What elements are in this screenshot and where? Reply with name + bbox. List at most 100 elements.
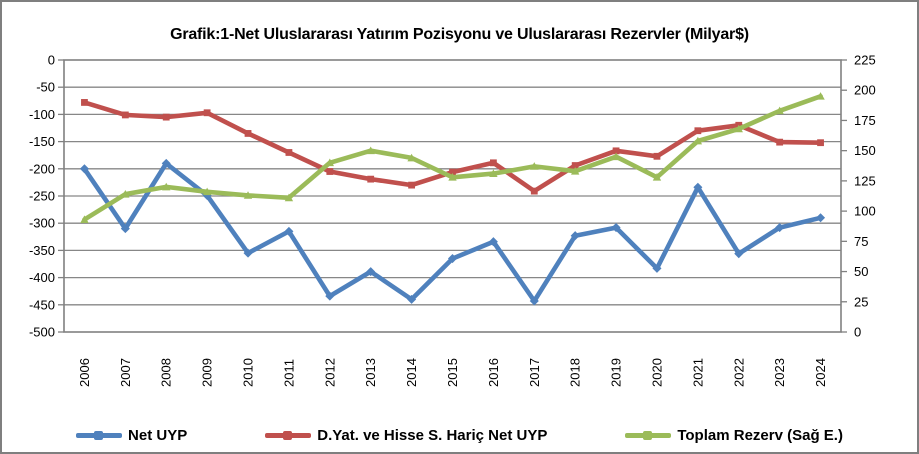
x-axis-label: 2006	[77, 358, 92, 387]
right-axis-tick-label: 225	[854, 53, 876, 68]
right-axis-tick-label: 125	[854, 173, 876, 188]
series-marker	[775, 106, 784, 115]
left-axis-tick-label: -400	[29, 270, 55, 285]
series-marker	[816, 213, 826, 223]
series-marker	[489, 169, 498, 178]
plot-border	[63, 59, 842, 333]
chart-title: Grafik:1-Net Uluslararası Yatırım Pozisy…	[170, 26, 749, 43]
series-marker	[734, 124, 743, 133]
series-marker	[652, 263, 662, 273]
series-marker	[489, 159, 497, 167]
series-marker	[285, 149, 293, 156]
right-axis-tick-label: 175	[854, 113, 876, 128]
legend-key-marker-icon	[283, 431, 293, 440]
legend-item-toplam-rezerv: Toplam Rezerv (Sağ E.)	[625, 427, 843, 444]
series-marker	[776, 138, 784, 146]
left-axis-tick-label: -450	[29, 297, 55, 312]
legend-key-line-icon	[265, 431, 312, 440]
series-marker	[367, 175, 375, 183]
left-axis-tick-label: -100	[29, 107, 55, 122]
x-axis-label: 2024	[813, 358, 828, 387]
series-marker	[81, 99, 88, 106]
x-axis-label: 2018	[568, 358, 583, 387]
series-marker	[407, 153, 416, 162]
x-axis-label: 2012	[322, 358, 337, 387]
right-axis-tick-label: 25	[854, 294, 868, 309]
series-marker	[447, 254, 458, 264]
series-marker	[449, 168, 456, 176]
series-marker	[408, 181, 416, 189]
series-marker	[366, 146, 375, 155]
legend-item-dyat-hisse-haric-net-uyp: D.Yat. ve Hisse S. Hariç Net UYP	[265, 427, 547, 444]
series-marker	[611, 152, 621, 161]
series-marker	[530, 187, 538, 195]
legend-key-line-icon	[76, 431, 123, 440]
x-axis-label: 2020	[649, 358, 664, 387]
series-marker	[121, 189, 130, 198]
series-marker	[243, 191, 253, 199]
series-marker	[162, 113, 170, 121]
right-axis-tick-label: 200	[854, 83, 876, 98]
series-marker	[817, 139, 824, 147]
series-marker	[694, 127, 702, 135]
series-marker	[162, 182, 171, 191]
series-marker	[612, 147, 620, 155]
x-axis-label: 2022	[731, 358, 746, 387]
right-axis-tick-label: 0	[854, 325, 861, 340]
x-axis-label: 2013	[363, 358, 378, 387]
series-marker	[80, 215, 89, 223]
right-axis-tick-label: 150	[854, 143, 876, 158]
series-marker	[120, 224, 130, 234]
series-marker	[571, 162, 579, 169]
legend-item-net-uyp: Net UYP	[76, 427, 187, 444]
series-marker	[325, 158, 335, 167]
legend-key-marker-icon	[643, 431, 653, 440]
series-marker	[652, 173, 662, 181]
x-axis-label: 2015	[445, 358, 460, 387]
legend-label: Net UYP	[128, 427, 188, 444]
right-axis-tick-label: 75	[854, 234, 868, 249]
x-axis-label: 2016	[486, 358, 501, 387]
x-axis-label: 2009	[200, 358, 215, 387]
x-axis-label: 2017	[527, 358, 542, 387]
x-axis-label: 2019	[609, 358, 624, 387]
left-axis-tick-label: -150	[29, 134, 55, 149]
series-marker	[244, 130, 252, 137]
series-marker	[326, 168, 334, 175]
series-line-left	[82, 161, 823, 304]
x-axis-label: 2007	[118, 358, 133, 387]
x-axis-label: 2011	[281, 359, 296, 387]
left-axis-tick-label: -250	[29, 189, 55, 204]
x-axis-label: 2023	[772, 358, 787, 387]
series-marker	[284, 193, 294, 202]
series-marker	[570, 167, 580, 175]
x-axis-label: 2021	[690, 358, 705, 387]
left-axis-tick-label: -300	[29, 216, 55, 231]
left-axis-tick-label: -350	[29, 243, 55, 258]
series-marker	[203, 109, 211, 117]
legend-key-marker-icon	[94, 431, 104, 440]
right-axis-tick-label: 50	[854, 264, 868, 279]
x-axis-label: 2008	[159, 358, 174, 387]
legend-label: Toplam Rezerv (Sağ E.)	[677, 427, 843, 444]
series-marker	[121, 111, 129, 119]
left-axis-tick-label: 0	[48, 53, 55, 68]
left-axis-tick-label: -200	[29, 161, 55, 176]
legend-key-line-icon	[625, 431, 672, 440]
legend-label: D.Yat. ve Hisse S. Hariç Net UYP	[317, 427, 548, 444]
series-marker	[653, 152, 661, 160]
left-axis-tick-label: -500	[29, 325, 55, 340]
series-marker	[611, 223, 621, 233]
series-marker	[448, 173, 457, 181]
series-marker	[79, 164, 89, 174]
chart-legend: Net UYP D.Yat. ve Hisse S. Hariç Net UYP…	[2, 427, 917, 444]
series-marker	[693, 136, 703, 145]
series-marker	[530, 162, 539, 170]
x-axis-label: 2014	[404, 358, 419, 387]
series-marker	[816, 92, 825, 100]
left-axis-tick-label: -50	[36, 80, 55, 95]
right-axis-tick-label: 100	[854, 204, 876, 219]
x-axis-label: 2010	[241, 358, 256, 387]
